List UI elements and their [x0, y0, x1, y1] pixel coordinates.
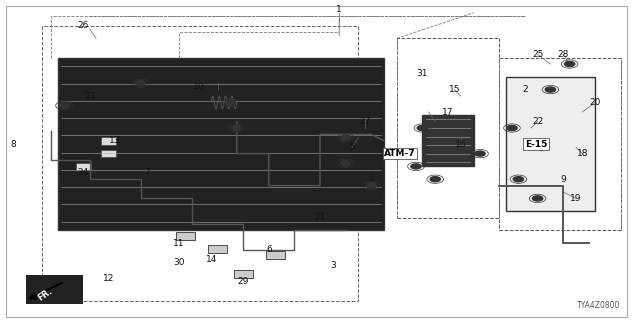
Circle shape — [417, 125, 428, 131]
Text: 8: 8 — [10, 140, 15, 148]
Text: 16: 16 — [455, 140, 467, 148]
Bar — [76, 163, 91, 170]
Circle shape — [564, 61, 575, 67]
Text: 23: 23 — [84, 92, 95, 100]
Text: 7: 7 — [145, 168, 150, 177]
Text: E-15: E-15 — [525, 140, 547, 148]
Text: 21: 21 — [314, 213, 326, 222]
Text: 9: 9 — [561, 175, 566, 184]
Text: 14: 14 — [205, 255, 217, 264]
Text: ATM-7: ATM-7 — [384, 149, 415, 158]
Bar — [26, 275, 83, 304]
Bar — [234, 270, 253, 278]
Text: 25: 25 — [532, 50, 543, 59]
Text: 30: 30 — [173, 258, 185, 267]
Bar — [42, 26, 358, 301]
Bar — [499, 58, 621, 230]
Text: 20: 20 — [589, 98, 601, 107]
Bar — [176, 232, 195, 240]
Bar — [208, 245, 227, 253]
Circle shape — [430, 177, 440, 182]
Text: 6: 6 — [266, 245, 271, 254]
Bar — [266, 251, 285, 259]
Text: 17: 17 — [442, 108, 454, 116]
Text: 4: 4 — [369, 175, 374, 184]
Text: 18: 18 — [577, 149, 588, 158]
Text: 1: 1 — [337, 5, 342, 14]
Bar — [506, 77, 595, 211]
Text: 3: 3 — [330, 261, 335, 270]
Circle shape — [545, 87, 556, 92]
Circle shape — [340, 161, 351, 166]
Bar — [101, 137, 116, 145]
Text: 15: 15 — [449, 85, 460, 94]
Text: 26: 26 — [77, 21, 89, 30]
Bar — [101, 150, 116, 157]
Bar — [397, 38, 499, 218]
Circle shape — [507, 125, 517, 131]
Bar — [422, 115, 474, 166]
Text: 10: 10 — [193, 82, 204, 91]
Text: 28: 28 — [557, 50, 569, 59]
Text: 5: 5 — [349, 143, 355, 152]
Circle shape — [232, 125, 242, 131]
Text: FR.: FR. — [36, 286, 54, 302]
Text: 19: 19 — [570, 194, 582, 203]
Circle shape — [532, 196, 543, 201]
Text: TYA4Z0800: TYA4Z0800 — [577, 301, 621, 310]
Circle shape — [225, 100, 236, 105]
Text: 13: 13 — [109, 136, 121, 145]
Circle shape — [59, 103, 69, 108]
Text: 22: 22 — [532, 117, 543, 126]
Text: 2: 2 — [522, 85, 527, 94]
Text: 24: 24 — [77, 168, 89, 177]
Circle shape — [136, 81, 146, 86]
Text: 12: 12 — [103, 274, 115, 283]
Bar — [58, 58, 384, 230]
Text: 29: 29 — [237, 277, 249, 286]
Circle shape — [411, 164, 421, 169]
Text: 27: 27 — [359, 117, 371, 126]
Text: 11: 11 — [173, 239, 185, 248]
Circle shape — [366, 183, 376, 188]
Text: 31: 31 — [417, 69, 428, 78]
Circle shape — [340, 135, 351, 140]
Circle shape — [475, 151, 485, 156]
Circle shape — [513, 177, 524, 182]
